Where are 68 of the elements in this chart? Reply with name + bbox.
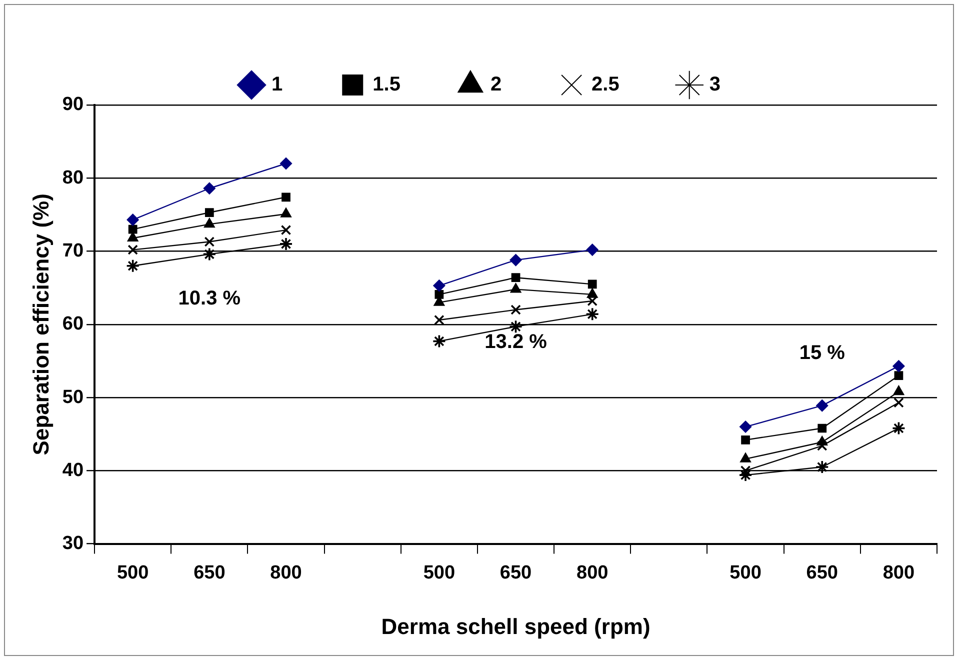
point [126, 214, 139, 226]
point [511, 273, 520, 282]
point [128, 232, 138, 242]
point [203, 248, 216, 260]
y-tick-label: 70 [62, 240, 84, 262]
y-tick-label: 50 [62, 386, 84, 408]
legend-label: 1 [272, 74, 283, 96]
y-tick-label: 90 [62, 94, 84, 116]
legend-label: 2.5 [592, 74, 620, 96]
x-tick-label: 800 [882, 562, 915, 584]
point [126, 260, 139, 272]
point [280, 208, 292, 218]
annotation: 15 % [799, 342, 846, 364]
point [816, 400, 828, 412]
point [433, 280, 446, 292]
x-tick-label: 650 [194, 562, 226, 584]
point [818, 424, 827, 433]
x-tick-label: 500 [116, 562, 149, 584]
y-tick-label: 30 [62, 533, 84, 554]
point [893, 386, 904, 396]
point [510, 254, 522, 266]
point [510, 320, 522, 333]
y-tick-label: 40 [62, 460, 84, 481]
point [204, 236, 214, 247]
x-tick-label: 500 [730, 562, 762, 584]
point [587, 288, 598, 298]
point [280, 238, 292, 250]
point [433, 335, 446, 348]
point [740, 453, 751, 462]
point [204, 208, 214, 217]
point [128, 224, 138, 234]
annotation: 10.3 % [178, 287, 241, 310]
point [204, 218, 215, 228]
point [204, 182, 216, 194]
point [128, 244, 138, 255]
x-tick-label: 500 [423, 562, 456, 584]
point [894, 371, 904, 380]
point [510, 283, 521, 293]
point [740, 469, 752, 482]
point [816, 461, 828, 474]
legend-label: 2 [490, 74, 502, 96]
point [588, 280, 597, 289]
point [586, 308, 598, 320]
point [282, 192, 290, 202]
x-tick-label: 800 [270, 562, 302, 584]
point [280, 158, 292, 170]
point [892, 360, 905, 372]
point [434, 290, 444, 299]
point [281, 225, 291, 235]
point [892, 422, 905, 434]
point [740, 420, 752, 433]
y-tick-label: 60 [62, 314, 84, 335]
point [894, 398, 904, 408]
x-tick-label: 650 [500, 562, 532, 584]
y-tick-label: 80 [62, 167, 84, 188]
point [434, 315, 444, 325]
point [586, 244, 598, 256]
x-tick-label: 650 [806, 562, 838, 584]
point [587, 296, 598, 306]
x-tick-label: 800 [576, 562, 608, 584]
point [741, 436, 750, 444]
x-axis-title: Derma schell speed (rpm) [381, 614, 650, 639]
legend-label: 1.5 [372, 74, 400, 96]
point [510, 304, 521, 315]
y-axis-title: Separation efficiency (%) [28, 194, 54, 456]
annotation: 13.2 % [484, 331, 548, 354]
legend-label: 3 [709, 74, 720, 96]
point [817, 440, 827, 451]
